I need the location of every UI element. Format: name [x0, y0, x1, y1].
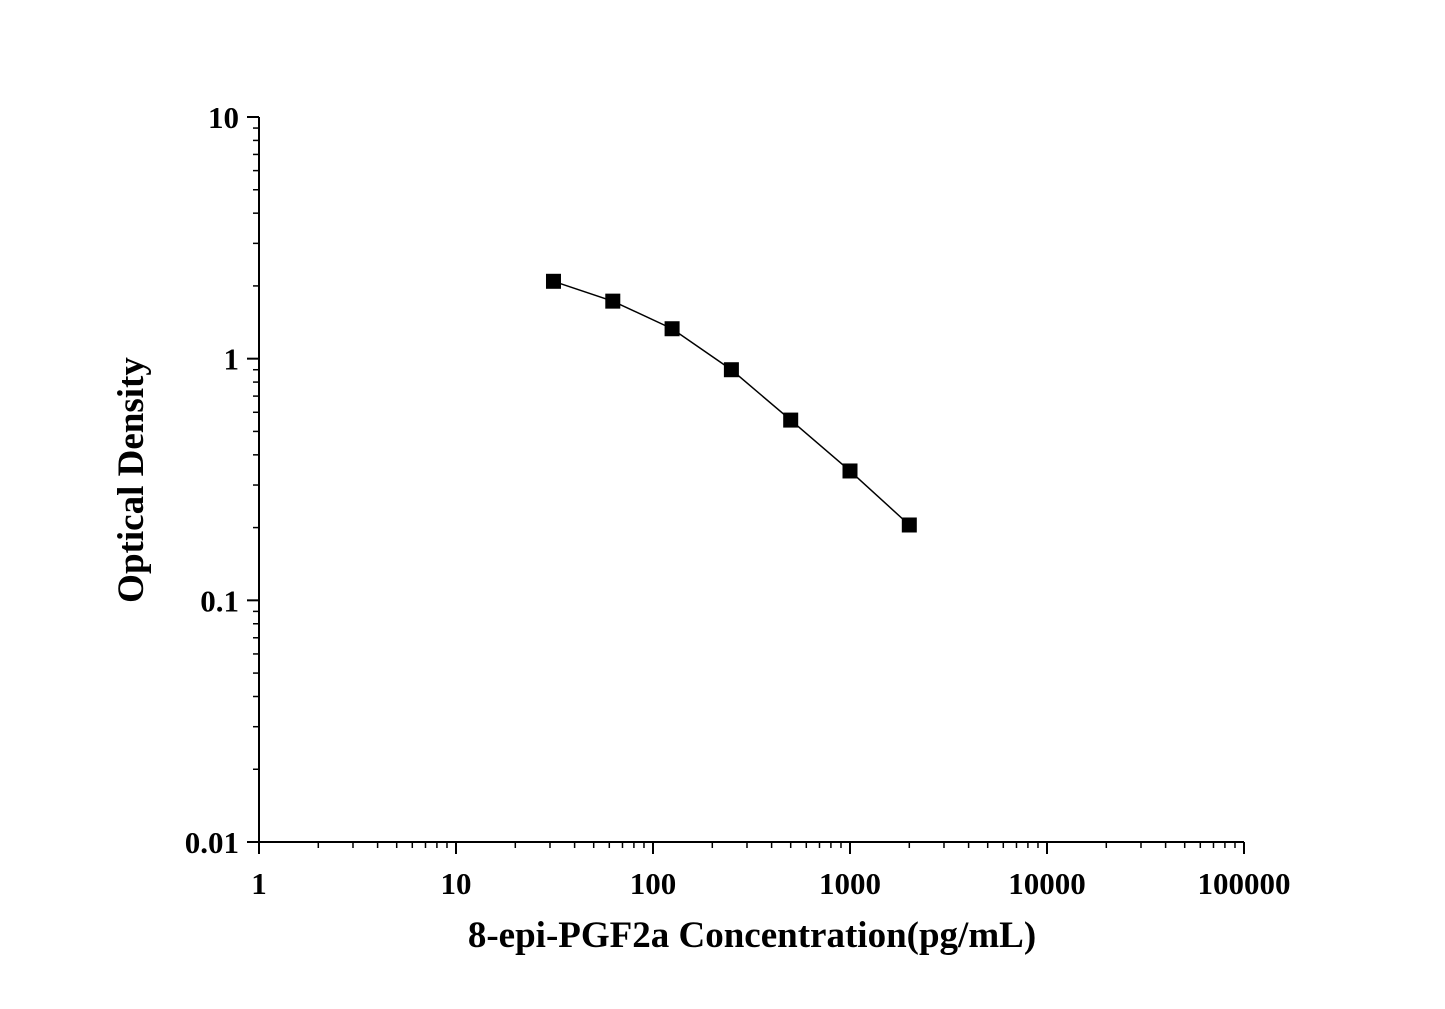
x-axis-label: 8-epi-PGF2a Concentration(pg/mL): [468, 915, 1036, 956]
x-tick-label: 1000: [819, 866, 881, 901]
y-tick-label: 1: [224, 342, 240, 377]
y-tick-label: 10: [208, 100, 239, 135]
tick-labels: 1 10 100 1000 10000 100000 0.01 0.1 1 10: [185, 100, 1291, 901]
data-point: [545, 273, 561, 289]
x-tick-label: 10: [441, 866, 472, 901]
data-point: [901, 517, 917, 533]
data-point: [783, 412, 799, 428]
x-tick-label: 100000: [1198, 866, 1291, 901]
x-tick-label: 10000: [1008, 866, 1086, 901]
y-tick-label: 0.01: [185, 825, 239, 860]
y-axis-label: Optical Density: [111, 357, 152, 603]
x-tick-label: 100: [630, 866, 677, 901]
data-point: [605, 293, 621, 309]
x-tick-label: 1: [251, 866, 267, 901]
data-point: [842, 463, 858, 479]
data-point: [723, 362, 739, 378]
axes: [247, 116, 1245, 854]
series-line: [553, 280, 910, 526]
data-point: [664, 321, 680, 337]
series: [545, 273, 917, 533]
y-tick-label: 0.1: [200, 583, 239, 618]
